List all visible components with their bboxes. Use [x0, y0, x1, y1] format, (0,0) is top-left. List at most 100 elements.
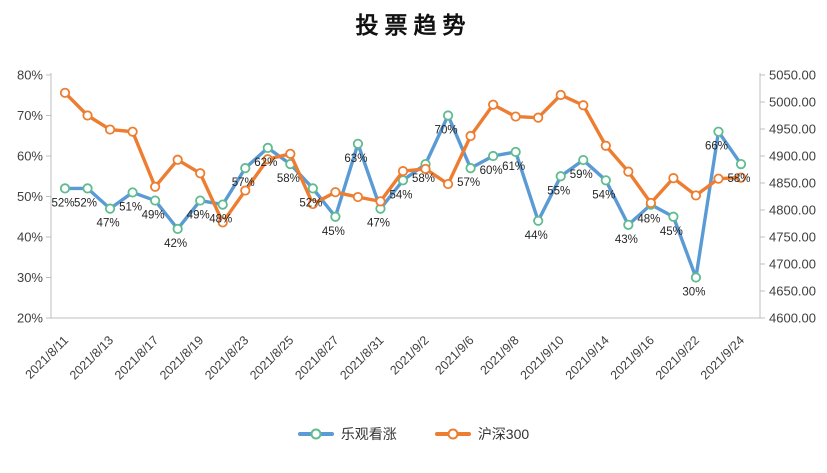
data-point-marker: [488, 150, 499, 162]
x-axis-tick-label: 2021/9/6: [432, 333, 476, 377]
data-point-marker: [59, 183, 71, 194]
data-point-marker: [127, 126, 138, 137]
data-point-marker: [555, 171, 566, 182]
data-point-label: 42%: [164, 238, 187, 250]
left-axis-tick-label: 30%: [17, 270, 43, 285]
data-point-label: 58%: [727, 173, 750, 185]
data-point-label: 58%: [277, 173, 300, 185]
data-point-label: 44%: [525, 230, 548, 242]
x-axis-tick-label: 2021/8/13: [67, 333, 116, 382]
data-point-marker: [442, 178, 454, 190]
right-axis-tick-label: 5050.00: [769, 68, 816, 83]
right-axis-tick-label: 4950.00: [769, 122, 816, 137]
x-axis-tick-label: 2021/8/11: [23, 333, 72, 382]
x-axis-tick-label: 2021/8/23: [202, 333, 251, 382]
x-axis-tick-label: 2021/9/16: [608, 333, 657, 382]
data-point-label: 47%: [367, 218, 390, 230]
data-point-marker: [600, 175, 611, 186]
data-point-marker: [352, 138, 364, 149]
data-point-marker: [262, 142, 273, 153]
data-point-marker: [307, 183, 318, 194]
data-point-label: 52%: [51, 197, 74, 209]
data-point-marker: [420, 163, 431, 175]
data-point-marker: [578, 100, 589, 111]
data-point-label: 54%: [389, 189, 412, 201]
data-point-label: 49%: [187, 210, 210, 222]
right-axis-tick-label: 4850.00: [769, 176, 816, 191]
data-point-label: 54%: [592, 189, 615, 201]
data-point-marker: [668, 173, 679, 184]
data-point-marker: [578, 154, 589, 166]
data-point-marker: [533, 112, 544, 123]
right-axis-tick-label: 4750.00: [769, 230, 816, 245]
left-axis-tick-label: 80%: [17, 68, 43, 83]
data-point-marker: [262, 154, 273, 165]
optimistic-marker-icon: [310, 428, 322, 440]
data-point-label: 70%: [435, 125, 458, 137]
left-axis-tick-label: 60%: [17, 149, 43, 164]
right-axis-tick-label: 4800.00: [769, 203, 816, 218]
data-point-marker: [510, 146, 521, 158]
x-axis-tick-label: 2021/8/25: [247, 333, 296, 382]
data-labels: 52% 52%47%51%49%42%49% 48%57%62%58%52%45%6…: [51, 125, 750, 299]
x-axis-tick-label: 2021/9/24: [698, 333, 747, 382]
data-point-label: 63%: [344, 153, 367, 165]
data-point-marker: [59, 87, 71, 98]
right-axis-tick-label: 4600.00: [769, 311, 816, 326]
x-axis-tick-label: 2021/9/22: [653, 333, 702, 382]
data-point-label: 48%: [209, 214, 232, 226]
data-point-label: 60%: [480, 165, 503, 177]
data-point-label: 59%: [570, 169, 593, 181]
data-point-label: 57%: [457, 177, 480, 189]
left-axis-tick-label: 20%: [17, 311, 43, 326]
data-point-marker: [127, 187, 138, 198]
legend-label-optimistic: 乐观看涨: [340, 426, 397, 442]
right-axis-labels: 5050.00 5000.00 4950.00 4900.00 4850.00 4800.…: [760, 68, 816, 326]
data-point-label: 55%: [547, 185, 570, 197]
left-axis-tick-label: 70%: [17, 108, 43, 123]
data-point-marker: [713, 126, 724, 137]
data-point-marker: [623, 166, 634, 177]
data-point-marker: [82, 183, 93, 194]
data-point-label: 49%: [142, 210, 165, 222]
data-point-marker: [240, 185, 251, 196]
left-axis-tick-label: 50%: [17, 189, 43, 204]
data-point-label: 57%: [232, 177, 255, 189]
data-point-marker: [713, 173, 724, 184]
legend-item-csi300: 沪深300: [434, 424, 529, 444]
right-axis-tick-label: 4900.00: [769, 149, 816, 164]
data-point-label: 51%: [119, 201, 142, 213]
data-point-marker: [690, 272, 702, 283]
data-point-label: 47%: [97, 218, 120, 230]
data-point-label: 30%: [682, 287, 705, 299]
data-point-marker: [172, 223, 183, 234]
data-point-marker: [104, 124, 116, 135]
data-point-marker: [510, 111, 521, 122]
series-line-csi300: [59, 87, 747, 228]
data-point-marker: [645, 197, 656, 209]
data-point-marker: [240, 163, 251, 174]
data-point-label: 52%: [74, 197, 97, 209]
data-point-marker: [104, 203, 116, 214]
data-point-marker: [217, 217, 228, 228]
data-point-marker: [330, 187, 341, 198]
right-axis-tick-label: 4650.00: [769, 284, 816, 299]
data-point-marker: [330, 211, 341, 222]
x-axis-tick-label: 2021/9/2: [387, 333, 431, 377]
data-point-marker: [375, 196, 386, 207]
data-point-label: 45%: [322, 226, 345, 238]
data-point-marker: [82, 110, 93, 121]
data-point-marker: [533, 215, 544, 226]
left-axis-tick-label: 40%: [17, 230, 43, 245]
data-point-marker: [735, 159, 747, 170]
data-point-marker: [307, 198, 318, 210]
x-axis-tick-label: 2021/9/8: [477, 333, 521, 377]
data-point-marker: [600, 140, 611, 151]
data-point-label: 52%: [299, 197, 322, 209]
x-axis-tick-label: 2021/8/17: [112, 333, 161, 382]
data-point-label: 43%: [615, 234, 638, 246]
data-point-marker: [690, 190, 702, 201]
data-point-marker: [397, 166, 409, 177]
